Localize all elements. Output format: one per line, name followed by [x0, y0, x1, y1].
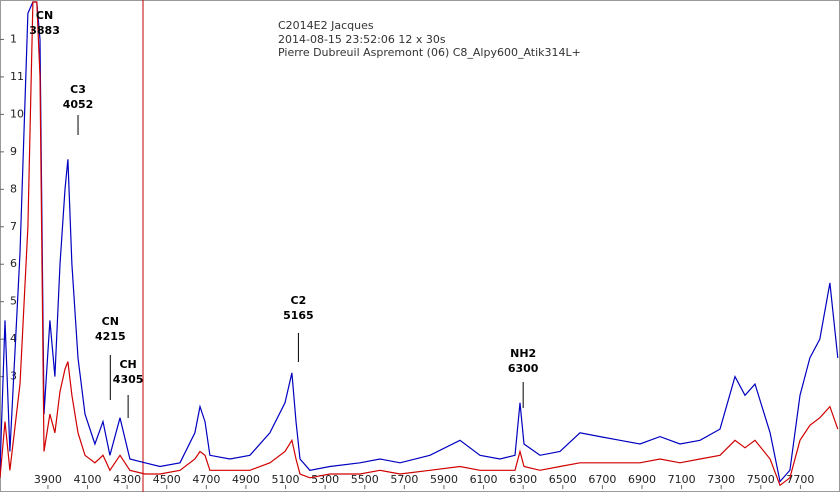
annotation-label: C2 — [291, 294, 307, 307]
annotation-label: CN — [36, 9, 53, 22]
annotation-label: CH — [119, 358, 136, 371]
x-tick-label: 4300 — [113, 473, 141, 486]
y-tick-label: 6 — [10, 257, 17, 270]
x-tick-label: 7500 — [747, 473, 775, 486]
annotation-wavelength: 4052 — [63, 98, 94, 111]
x-tick-label: 3900 — [34, 473, 62, 486]
x-tick-label: 5900 — [430, 473, 458, 486]
x-tick-label: 5100 — [272, 473, 300, 486]
x-tick-label: 6900 — [628, 473, 656, 486]
x-tick-label: 4700 — [192, 473, 220, 486]
x-tick-label: 6100 — [470, 473, 498, 486]
x-tick-label: 5500 — [351, 473, 379, 486]
x-tick-label: 4100 — [74, 473, 102, 486]
x-tick-label: 4500 — [153, 473, 181, 486]
y-tick-label: 5 — [10, 295, 17, 308]
annotation-label: CN — [102, 315, 119, 328]
header-observer: Pierre Dubreuil Aspremont (06) C8_Alpy60… — [278, 46, 581, 59]
y-tick-label: 4 — [10, 332, 17, 345]
x-tick-label: 6700 — [588, 473, 616, 486]
x-tick-label: 7100 — [668, 473, 696, 486]
y-tick-label: 10 — [10, 107, 24, 120]
annotation-wavelength: 4215 — [95, 330, 126, 343]
spectrum-line — [0, 1, 839, 483]
x-tick-label: 7300 — [707, 473, 735, 486]
annotation-label: NH2 — [510, 347, 536, 360]
y-tick-label: 1 — [10, 32, 17, 45]
annotation-label: C3 — [70, 83, 86, 96]
y-tick-label: 7 — [10, 220, 17, 233]
annotation-wavelength: 5165 — [283, 309, 314, 322]
annotation-wavelength: 6300 — [508, 362, 539, 375]
header-date: 2014-08-15 23:52:06 12 x 30s — [278, 33, 446, 46]
x-tick-label: 4900 — [232, 473, 260, 486]
y-tick-label: 9 — [10, 145, 17, 158]
annotation-wavelength: 3883 — [29, 24, 60, 37]
x-tick-label: 5700 — [390, 473, 418, 486]
y-tick-label: 11 — [10, 70, 24, 83]
annotation-wavelength: 4305 — [113, 373, 144, 386]
x-tick-label: 6500 — [549, 473, 577, 486]
header-object: C2014E2 Jacques — [278, 19, 374, 32]
x-tick-label: 6300 — [509, 473, 537, 486]
y-tick-label: 8 — [10, 182, 17, 195]
x-tick-label: 7700 — [786, 473, 814, 486]
